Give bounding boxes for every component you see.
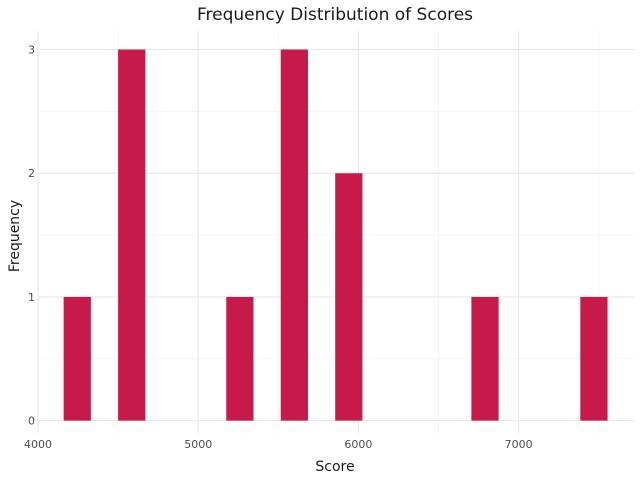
chart-title: Frequency Distribution of Scores <box>197 5 473 25</box>
histogram-bar <box>118 49 146 421</box>
histogram-bar <box>280 49 308 421</box>
x-tick-label: 7000 <box>505 438 533 451</box>
y-tick-label: 2 <box>28 167 35 180</box>
histogram-bar <box>226 296 254 421</box>
x-tick-label: 6000 <box>344 438 372 451</box>
y-axis-label: Frequency <box>7 200 23 272</box>
x-axis-label: Score <box>315 459 354 475</box>
histogram-bar <box>335 173 363 421</box>
y-tick-label: 3 <box>28 44 35 57</box>
y-tick-label: 0 <box>28 415 35 428</box>
x-tick-label: 5000 <box>184 438 212 451</box>
x-tick-label: 4000 <box>24 438 52 451</box>
histogram-bar <box>471 296 499 421</box>
histogram-bar <box>63 296 91 421</box>
x-axis-ticks: 4000 5000 6000 7000 <box>24 438 533 451</box>
histogram-bar <box>580 296 608 421</box>
y-tick-label: 1 <box>28 291 35 304</box>
bars <box>63 49 608 421</box>
y-axis-ticks: 0 1 2 3 <box>28 44 35 428</box>
plot-area: 0 1 2 3 4000 5000 6000 7000 <box>24 31 634 451</box>
